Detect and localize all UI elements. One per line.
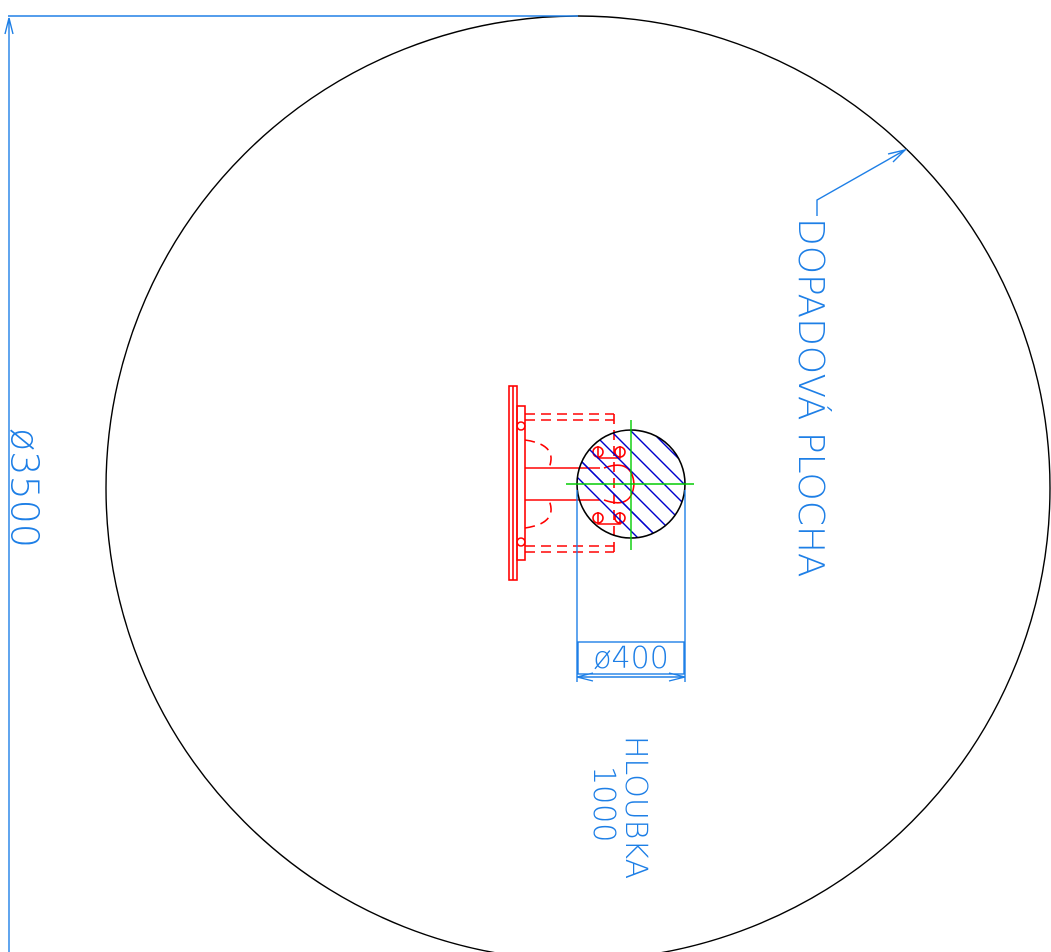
area-leader (816, 148, 908, 216)
depth-label: HLOUBKA (618, 736, 653, 879)
centerlines (566, 420, 694, 550)
inner-diameter-dimension (576, 490, 686, 682)
footing-hatch (577, 430, 685, 538)
equipment-drawing (508, 385, 635, 581)
inner-diameter-label: ø400 (593, 641, 669, 676)
depth-value: 1000 (586, 766, 621, 842)
impact-area-label: DOPADOVÁ PLOCHA (790, 218, 832, 578)
outer-diameter-dimension (4, 15, 578, 952)
outer-diameter-label: ø3500 (3, 428, 47, 548)
